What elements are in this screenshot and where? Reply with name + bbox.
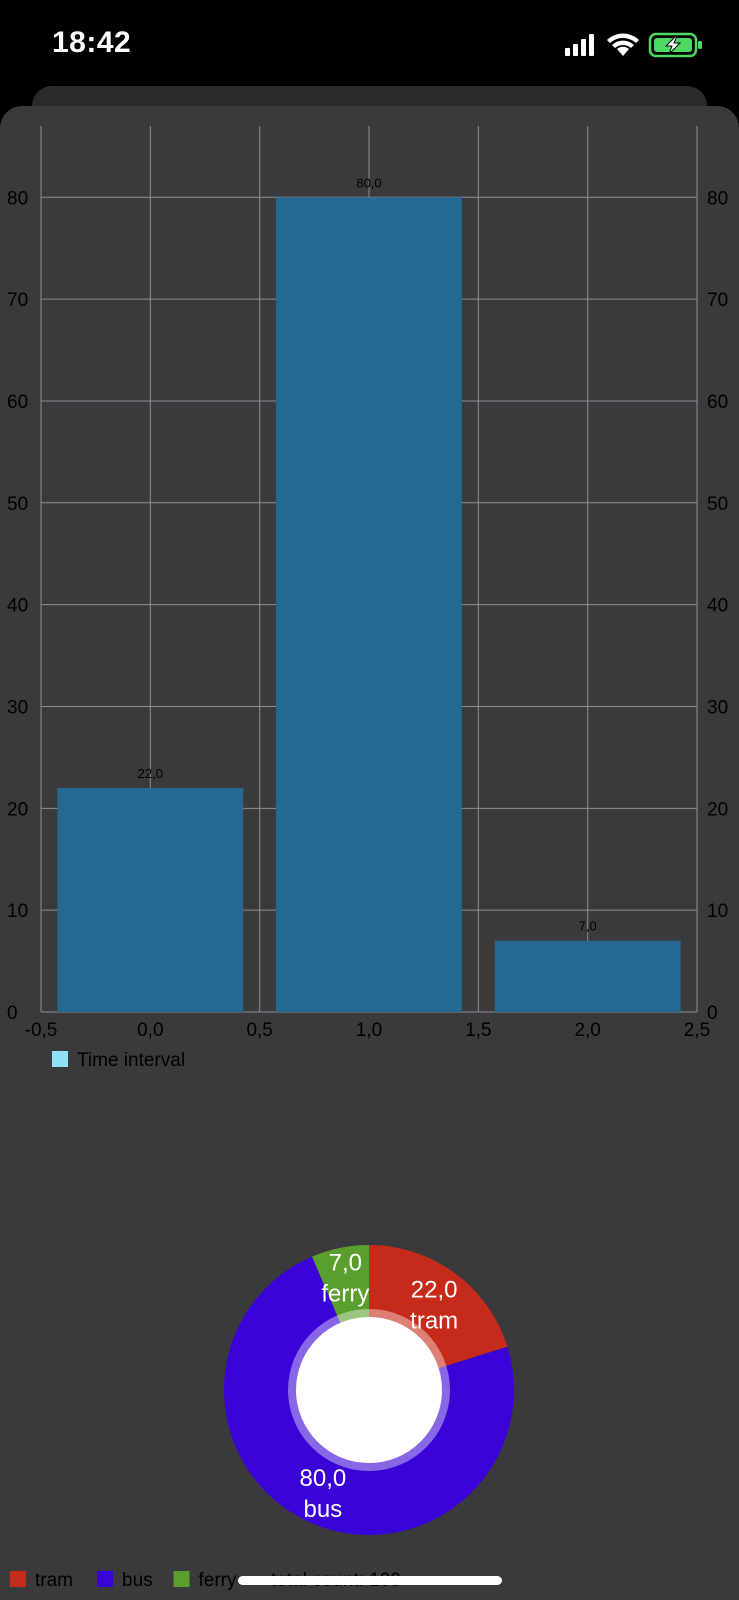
y-tick-label-left: 50 <box>7 494 28 515</box>
y-tick-label-right: 40 <box>707 596 728 617</box>
pie-value-label: 7,0 <box>329 1249 362 1276</box>
y-tick-label-right: 10 <box>707 901 728 922</box>
x-tick-label: 0,5 <box>246 1020 272 1041</box>
chart-sheet[interactable]: 22,0 80,0 7,0 0 0 10 10 20 20 30 30 40 40 50 50 60 60 70 7… <box>0 106 739 1600</box>
y-tick-label-right: 20 <box>707 799 728 820</box>
y-tick-label-left: 60 <box>7 392 28 413</box>
y-tick-label-left: 40 <box>7 596 28 617</box>
y-tick-label-left: 0 <box>7 1003 18 1024</box>
y-tick-label-left: 80 <box>7 188 28 209</box>
bar <box>57 787 244 1012</box>
cellular-signal-icon <box>565 34 594 56</box>
y-tick-label-right: 50 <box>707 494 728 515</box>
legend-swatch-time-interval <box>52 1051 68 1067</box>
bar-value-label: 7,0 <box>579 919 597 934</box>
y-tick-label-left: 10 <box>7 901 28 922</box>
legend-label-tram: tram <box>35 1570 73 1591</box>
bar <box>276 197 462 1012</box>
status-bar: 18:42 <box>0 0 739 90</box>
y-tick-label-left: 70 <box>7 290 28 311</box>
donut-hole <box>296 1317 442 1463</box>
battery-charging-icon <box>648 32 702 58</box>
y-tick-label-left: 30 <box>7 697 28 718</box>
x-tick-label: 1,5 <box>465 1020 491 1041</box>
x-tick-label: -0,5 <box>25 1020 58 1041</box>
y-tick-label-right: 70 <box>707 290 728 311</box>
x-tick-label: 1,0 <box>356 1020 382 1041</box>
status-time: 18:42 <box>52 26 132 59</box>
legend-label-bus: bus <box>122 1570 153 1591</box>
wifi-icon <box>607 33 639 56</box>
pie-slice-name-label: bus <box>304 1496 343 1523</box>
bar-chart: 22,0 80,0 7,0 0 0 10 10 20 20 30 30 40 40 50 50 60 60 70 7… <box>7 126 728 1071</box>
bar-value-label: 22,0 <box>138 766 163 781</box>
status-icons <box>565 32 702 58</box>
bar-value-label: 80,0 <box>356 175 381 190</box>
y-tick-label-right: 60 <box>707 392 728 413</box>
y-tick-label-right: 30 <box>707 697 728 718</box>
home-indicator[interactable] <box>238 1576 502 1585</box>
pie-slice-name-label: tram <box>410 1307 458 1334</box>
pie-chart: 22,0tram80,0bus7,0ferrytrambusferrytotal… <box>10 1245 514 1591</box>
pie-value-label: 80,0 <box>300 1465 347 1492</box>
bar <box>494 940 681 1012</box>
x-tick-label: 0,0 <box>137 1020 163 1041</box>
legend-swatch-ferry <box>173 1571 190 1587</box>
y-tick-label-right: 0 <box>707 1003 718 1024</box>
legend-swatch-bus <box>97 1571 113 1587</box>
y-tick-label-right: 80 <box>707 188 728 209</box>
y-tick-label-left: 20 <box>7 799 28 820</box>
pie-value-label: 22,0 <box>411 1276 458 1303</box>
legend-label-ferry: ferry <box>199 1570 238 1591</box>
x-tick-label: 2,0 <box>574 1020 600 1041</box>
x-tick-label: 2,5 <box>684 1020 710 1041</box>
legend-label-time-interval: Time interval <box>77 1050 185 1071</box>
pie-slice-name-label: ferry <box>321 1280 369 1307</box>
legend-swatch-tram <box>10 1571 26 1587</box>
